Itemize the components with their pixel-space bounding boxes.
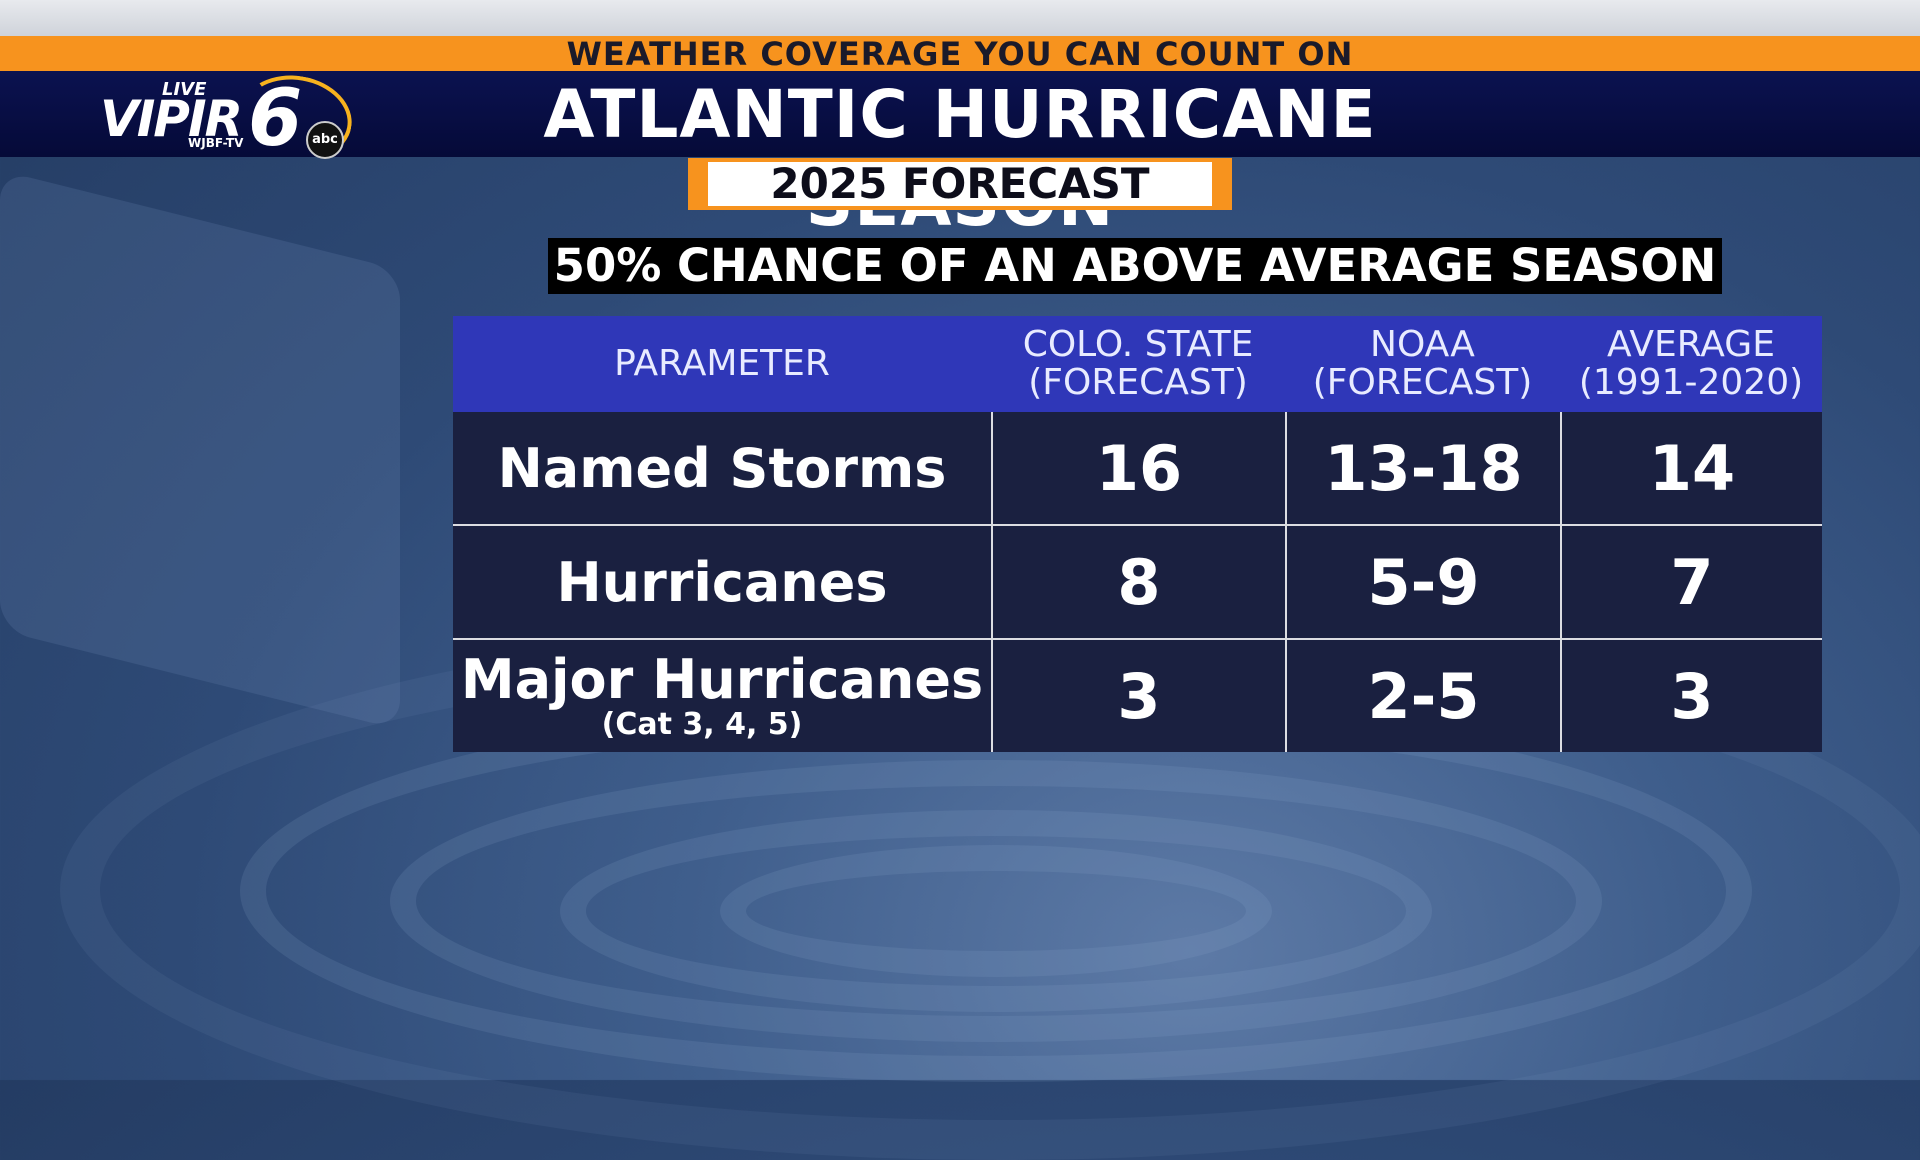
table-row: Named Storms 16 13-18 14 [453,412,1822,524]
abc-network-icon: abc [306,121,344,159]
forecast-table: PARAMETER COLO. STATE (FORECAST) NOAA (F… [453,316,1822,752]
parameter-cell: Hurricanes [556,550,888,614]
header-average: AVERAGE (1991-2020) [1560,316,1822,412]
station-logo: LIVE VIPIR 6 WJBF-TV abc [100,66,359,170]
parameter-note: (Cat 3, 4, 5) [601,707,803,742]
header-average-line2: (1991-2020) [1578,362,1804,403]
colo-state-value: 8 [991,526,1285,638]
header-noaa-line2: (FORECAST) [1312,362,1533,403]
header-parameter: PARAMETER [453,316,991,412]
chance-banner: 50% CHANCE OF AN ABOVE AVERAGE SEASON [548,238,1722,294]
noaa-value: 2-5 [1285,640,1560,752]
average-value: 3 [1560,640,1822,752]
forecast-year-label: 2025 FORECAST [708,162,1212,206]
header-parameter-label: PARAMETER [614,343,830,384]
header-colo-state-line1: COLO. STATE [1022,324,1254,365]
page-title: ATLANTIC HURRICANE SEASON [543,76,1377,241]
header-average-line1: AVERAGE [1607,324,1775,365]
forecast-year-badge: 2025 FORECAST [688,158,1232,210]
average-value: 7 [1560,526,1822,638]
parameter-cell: Named Storms [497,436,947,500]
table-header-row: PARAMETER COLO. STATE (FORECAST) NOAA (F… [453,316,1822,412]
tagline-bar: WEATHER COVERAGE YOU CAN COUNT ON [0,36,1920,72]
top-strip [0,0,1920,36]
average-value: 14 [1560,412,1822,524]
table-row: Hurricanes 8 5-9 7 [453,524,1822,638]
logo-live-text: LIVE [162,79,207,100]
logo-callsign: WJBF-TV [188,136,244,150]
colo-state-value: 16 [991,412,1285,524]
header-colo-state-line2: (FORECAST) [1028,362,1248,403]
parameter-cell: Major Hurricanes (Cat 3, 4, 5) [453,640,991,752]
noaa-value: 5-9 [1285,526,1560,638]
header-colo-state: COLO. STATE (FORECAST) [991,316,1285,412]
header-noaa-line1: NOAA [1370,324,1475,365]
noaa-value: 13-18 [1285,412,1560,524]
header-noaa: NOAA (FORECAST) [1285,316,1560,412]
logo-number: 6 [248,74,303,164]
table-row: Major Hurricanes (Cat 3, 4, 5) 3 2-5 3 [453,638,1822,752]
colo-state-value: 3 [991,640,1285,752]
parameter-label: Major Hurricanes [460,648,984,711]
logo-vipir-text: VIPIR [100,90,243,148]
